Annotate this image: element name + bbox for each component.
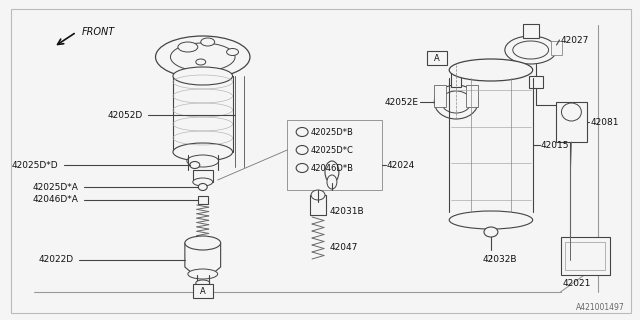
Bar	[466, 85, 478, 107]
Ellipse shape	[441, 91, 471, 113]
Text: A421001497: A421001497	[577, 303, 625, 313]
Text: 42021: 42021	[563, 278, 591, 287]
Text: 42025D*C: 42025D*C	[311, 146, 354, 155]
Polygon shape	[185, 243, 221, 275]
Bar	[523, 24, 539, 38]
Bar	[193, 170, 212, 182]
Bar	[435, 85, 446, 107]
Bar	[287, 120, 381, 190]
Ellipse shape	[296, 146, 308, 155]
Ellipse shape	[449, 59, 532, 81]
Text: 42025D*D: 42025D*D	[12, 161, 59, 170]
Text: 42032B: 42032B	[483, 255, 518, 265]
Ellipse shape	[198, 183, 207, 190]
Text: A: A	[435, 53, 440, 62]
Ellipse shape	[173, 67, 232, 85]
Ellipse shape	[201, 38, 214, 46]
Bar	[428, 51, 447, 65]
Bar	[561, 237, 610, 275]
Ellipse shape	[187, 155, 219, 167]
Bar	[451, 71, 461, 87]
Text: FRONT: FRONT	[81, 27, 115, 37]
Text: 42047: 42047	[330, 244, 358, 252]
Ellipse shape	[196, 280, 210, 286]
Text: 42025D*B: 42025D*B	[311, 127, 354, 137]
Text: A: A	[200, 286, 205, 295]
Ellipse shape	[173, 143, 232, 161]
Text: 42052D: 42052D	[108, 110, 143, 119]
Ellipse shape	[311, 190, 325, 200]
Text: 42027: 42027	[561, 36, 589, 44]
Ellipse shape	[484, 227, 498, 237]
Ellipse shape	[296, 164, 308, 172]
Ellipse shape	[435, 85, 478, 119]
Ellipse shape	[193, 178, 212, 186]
Ellipse shape	[325, 161, 339, 183]
Text: 42052E: 42052E	[385, 98, 419, 107]
Ellipse shape	[513, 41, 548, 59]
Text: 42031B: 42031B	[330, 207, 365, 217]
Bar	[566, 242, 605, 270]
Ellipse shape	[505, 36, 557, 64]
Bar	[310, 195, 326, 215]
Bar	[198, 196, 208, 204]
Ellipse shape	[227, 49, 239, 55]
Text: 42025D*A: 42025D*A	[33, 182, 79, 191]
Text: 42024: 42024	[387, 161, 415, 170]
Ellipse shape	[296, 127, 308, 137]
Ellipse shape	[170, 43, 235, 71]
Ellipse shape	[327, 175, 337, 189]
Ellipse shape	[449, 211, 532, 229]
Ellipse shape	[188, 269, 218, 279]
Ellipse shape	[185, 236, 221, 250]
Bar	[529, 76, 543, 88]
Text: 42081: 42081	[590, 117, 619, 126]
Text: 42022D: 42022D	[38, 255, 74, 265]
Text: 42046D*B: 42046D*B	[311, 164, 354, 172]
Bar	[193, 284, 212, 298]
Ellipse shape	[190, 162, 200, 169]
Ellipse shape	[178, 42, 198, 52]
Ellipse shape	[156, 36, 250, 78]
Ellipse shape	[196, 59, 205, 65]
Text: 42046D*A: 42046D*A	[33, 196, 79, 204]
Ellipse shape	[561, 103, 581, 121]
Text: 42015: 42015	[541, 140, 569, 149]
Bar	[550, 41, 563, 55]
Bar	[556, 102, 588, 142]
